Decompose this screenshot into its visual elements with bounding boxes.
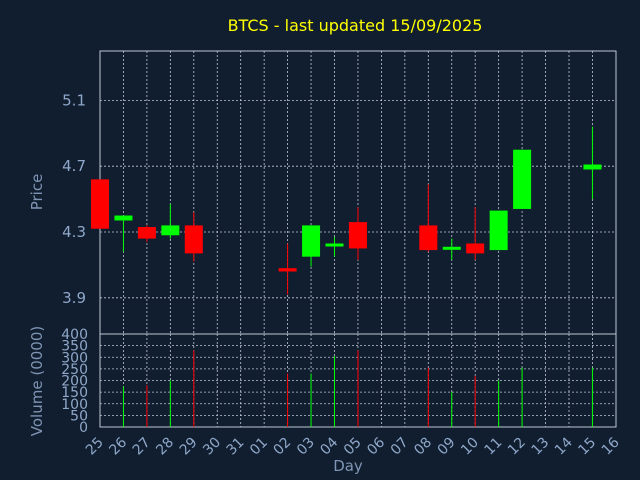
volume-tick-label: 350 <box>61 339 88 355</box>
day-tick-label: 05 <box>341 435 365 459</box>
candle-body <box>489 210 508 251</box>
candle-body <box>114 215 133 221</box>
candle-body <box>161 225 180 236</box>
price-tick-label: 3.9 <box>62 289 86 307</box>
price-axis-label: Price <box>28 174 46 211</box>
volume-tick-label: 200 <box>61 374 88 390</box>
volume-tick-label: 250 <box>61 362 88 378</box>
day-tick-label: 27 <box>130 435 154 459</box>
candle-body <box>137 227 156 239</box>
candle-body <box>419 225 438 251</box>
candle-body <box>442 246 461 250</box>
day-tick-label: 10 <box>458 435 482 459</box>
day-tick-label: 03 <box>294 435 318 459</box>
volume-axis-label: Volume (0000) <box>28 326 46 436</box>
day-tick-label: 14 <box>552 434 576 458</box>
price-tick-label: 5.1 <box>62 91 86 109</box>
volume-tick-label: 150 <box>61 385 88 401</box>
x-axis-label: Day <box>333 457 363 475</box>
day-tick-label: 04 <box>317 434 341 458</box>
day-tick-label: 16 <box>599 434 623 458</box>
day-tick-label: 01 <box>247 435 271 459</box>
day-tick-label: 25 <box>83 435 107 459</box>
candle-body <box>325 243 344 247</box>
candle-body <box>348 222 367 249</box>
day-tick-label: 12 <box>505 435 529 459</box>
candle-body <box>466 243 485 254</box>
day-tick-label: 13 <box>528 435 552 459</box>
day-tick-label: 29 <box>177 435 201 459</box>
candle-body <box>184 225 203 254</box>
day-tick-label: 26 <box>106 434 130 458</box>
day-tick-label: 28 <box>153 435 177 459</box>
candle-body <box>513 149 532 209</box>
price-tick-label: 4.7 <box>62 157 86 175</box>
price-tick-label: 4.3 <box>62 223 86 241</box>
day-tick-label: 15 <box>575 435 599 459</box>
day-tick-label: 07 <box>388 435 412 459</box>
day-tick-labels: 25 26 27 28 29 30 31 01 02 03 04 05 06 07 08 09 10 11 12 13… <box>83 434 623 458</box>
candle-body <box>91 179 109 229</box>
volume-tick-label: 300 <box>61 350 88 366</box>
candle-body <box>583 164 602 170</box>
candle-body <box>302 225 321 257</box>
volume-bars <box>122 350 593 427</box>
volume-tick-label: 50 <box>70 408 88 424</box>
day-tick-label: 30 <box>200 435 224 459</box>
price-tick-labels: 3.9 4.3 4.7 5.1 <box>62 91 86 306</box>
candles <box>91 126 602 295</box>
day-tick-label: 08 <box>411 435 435 459</box>
day-tick-label: 02 <box>271 435 295 459</box>
volume-tick-label: 100 <box>61 397 88 413</box>
chart-title: BTCS - last updated 15/09/2025 <box>228 16 483 35</box>
volume-tick-label: 400 <box>61 327 88 343</box>
day-tick-label: 31 <box>224 435 248 459</box>
candle-body <box>278 268 297 272</box>
day-tick-label: 06 <box>364 434 388 458</box>
day-tick-label: 09 <box>435 435 459 459</box>
volume-tick-label: 0 <box>79 420 88 436</box>
day-tick-label: 11 <box>482 435 506 459</box>
